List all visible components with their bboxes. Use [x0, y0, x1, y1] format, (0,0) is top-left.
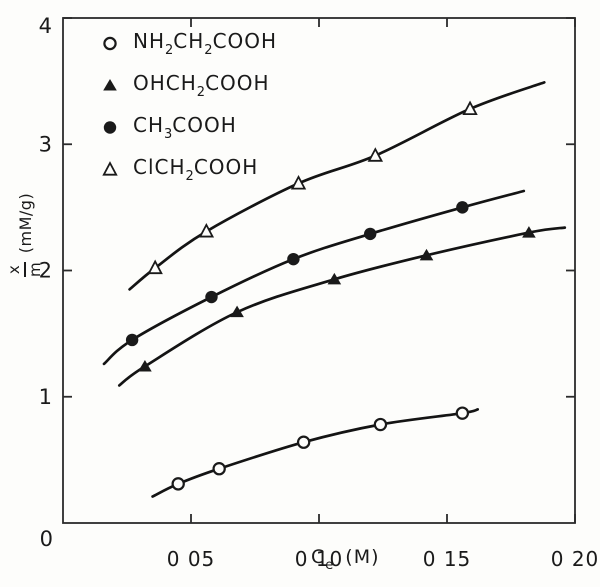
formula-text: COOH — [193, 154, 259, 179]
y-axis-unit: (mM/g) — [15, 192, 35, 254]
triangle-filled-icon — [98, 77, 122, 93]
circle-filled-marker — [364, 227, 377, 241]
triangle-open-marker — [462, 100, 478, 115]
y-tick-label: 3 — [39, 132, 52, 156]
formula-text: NH — [133, 28, 165, 53]
triangle-filled-icon — [103, 79, 117, 91]
y-tick-label: 1 — [39, 385, 52, 409]
legend: NH2CH2COOH OHCH2COOH CH3COOH ClCH2COOH — [98, 22, 277, 190]
circle-filled-icon — [103, 121, 117, 134]
triangle-filled-marker — [138, 359, 152, 372]
circle-open-marker — [103, 36, 117, 51]
x-axis-label: Ce (M) — [311, 546, 380, 573]
circle-open-marker — [373, 417, 388, 432]
legend-label: CH3COOH — [133, 113, 237, 142]
x-axis-label-subscript: e — [325, 558, 334, 573]
x-tick-label: 0 20 — [551, 547, 600, 571]
y-axis-fraction-denominator: m — [26, 262, 44, 278]
circle-filled-marker — [205, 290, 218, 304]
x-axis-unit: (M) — [345, 546, 380, 568]
formula-subscript: 2 — [165, 42, 174, 58]
circle-filled-marker — [103, 121, 117, 134]
triangle-open-marker — [367, 147, 384, 162]
circle-open-icon — [103, 36, 117, 51]
formula-text: COOH — [205, 70, 270, 95]
series-curve-OHCH2COOH — [117, 226, 567, 387]
y-tick-label: 2 — [39, 259, 52, 283]
triangle-open-marker — [102, 161, 118, 176]
formula-text: COOH — [172, 112, 237, 137]
circle-filled-marker — [125, 333, 139, 347]
triangle-filled-marker — [327, 272, 342, 285]
formula-text: CH — [133, 112, 165, 137]
triangle-filled-marker — [522, 226, 536, 238]
legend-label: OHCH2COOH — [133, 71, 270, 100]
circle-filled-marker — [456, 201, 469, 214]
triangle-open-marker — [147, 259, 163, 275]
circle-open-marker — [212, 462, 226, 476]
series-curve-CH3COOH — [102, 189, 526, 366]
x-tick-label: 0 10 — [295, 547, 344, 571]
legend-item-ClCH2COOH: ClCH2COOH — [98, 148, 277, 190]
origin-tick-label: 0 — [40, 527, 53, 551]
circle-open-marker — [296, 435, 311, 449]
formula-text: COOH — [212, 28, 278, 53]
triangle-filled-marker — [103, 79, 117, 91]
legend-label: ClCH2COOH — [133, 155, 258, 184]
y-axis-fraction-numerator: x — [5, 265, 23, 275]
formula-text: ClCH — [133, 154, 186, 179]
formula-subscript: 2 — [196, 84, 206, 100]
formula-subscript: 2 — [185, 168, 194, 184]
triangle-open-marker — [290, 174, 307, 190]
circle-open-marker — [171, 477, 185, 491]
formula-subscript: 3 — [164, 126, 173, 142]
legend-item-OHCH2COOH: OHCH2COOH — [98, 64, 277, 106]
x-axis-label-base: C — [311, 546, 326, 568]
y-axis-label: x m (mM/g) — [5, 180, 45, 290]
circle-filled-marker — [287, 252, 300, 266]
circle-open-icon — [98, 35, 122, 51]
formula-text: CH — [173, 28, 205, 53]
circle-open-marker — [455, 406, 470, 420]
circle-filled-icon — [98, 119, 122, 135]
legend-label: NH2CH2COOH — [133, 29, 277, 58]
triangle-filled-marker — [419, 248, 434, 261]
triangle-open-marker — [198, 222, 215, 238]
x-tick-label: 0 15 — [423, 547, 472, 571]
triangle-open-icon — [98, 161, 122, 177]
legend-item-CH3COOH: CH3COOH — [98, 106, 277, 148]
legend-item-NH2CH2COOH: NH2CH2COOH — [98, 22, 277, 64]
y-tick-label: 4 — [39, 14, 52, 38]
y-axis-fraction: x m — [5, 262, 44, 278]
triangle-filled-marker — [230, 305, 244, 318]
x-tick-label: 0 05 — [167, 547, 216, 571]
formula-subscript: 2 — [204, 42, 213, 58]
formula-text: OHCH — [133, 70, 197, 95]
triangle-open-icon — [102, 161, 118, 176]
series-curve-NH2CH2COOH — [151, 408, 480, 498]
